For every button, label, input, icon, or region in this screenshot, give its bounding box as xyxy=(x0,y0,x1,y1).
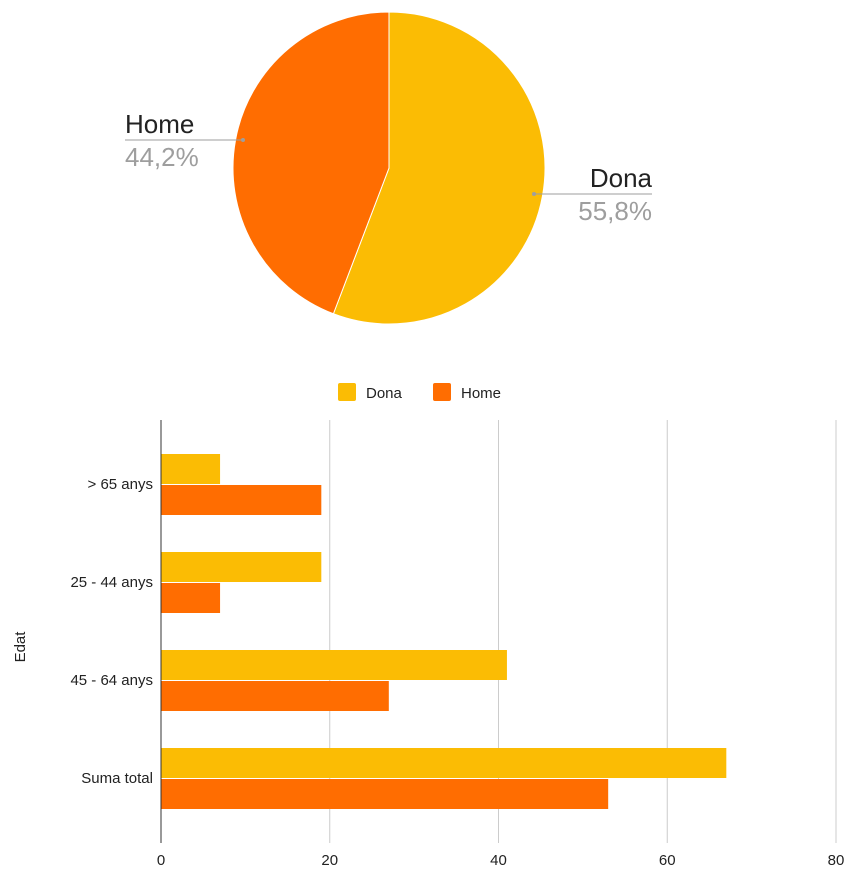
x-tick-label: 20 xyxy=(321,852,338,869)
y-tick-label: 25 - 44 anys xyxy=(70,574,153,591)
pie-pct-dona: 55,8% xyxy=(578,196,652,226)
bar-dona xyxy=(161,454,221,484)
bars xyxy=(161,454,727,809)
bar-home xyxy=(161,779,609,809)
y-tick-label: 45 - 64 anys xyxy=(70,672,153,689)
y-axis-title: Edat xyxy=(12,631,29,663)
legend-swatch-home xyxy=(433,383,451,401)
legend-swatch-dona xyxy=(338,383,356,401)
legend-label-home: Home xyxy=(461,385,501,402)
pie-chart xyxy=(232,11,546,325)
leader-dot-dona xyxy=(532,192,536,196)
bar-dona xyxy=(161,748,727,778)
x-tick-label: 80 xyxy=(828,852,845,869)
bar-home xyxy=(161,681,389,711)
bar-dona xyxy=(161,552,322,582)
pie-label-dona: Dona xyxy=(590,163,653,193)
bar-home xyxy=(161,583,221,613)
x-tick-label: 60 xyxy=(659,852,676,869)
pie-label-home: Home xyxy=(125,109,194,139)
pie-pct-home: 44,2% xyxy=(125,142,199,172)
x-tick-labels: 0 20 40 60 80 xyxy=(157,852,845,869)
y-tick-labels: > 65 anys 25 - 44 anys 45 - 64 anys Suma to… xyxy=(70,476,153,787)
y-tick-label: > 65 anys xyxy=(88,476,153,493)
leader-dot-home xyxy=(241,138,245,142)
x-tick-label: 40 xyxy=(490,852,507,869)
x-tick-label: 0 xyxy=(157,852,165,869)
bar-home xyxy=(161,485,322,515)
pie-slice-dona xyxy=(332,11,546,325)
legend-label-dona: Dona xyxy=(366,385,403,402)
y-tick-label: Suma total xyxy=(81,770,153,787)
bar-dona xyxy=(161,650,507,680)
